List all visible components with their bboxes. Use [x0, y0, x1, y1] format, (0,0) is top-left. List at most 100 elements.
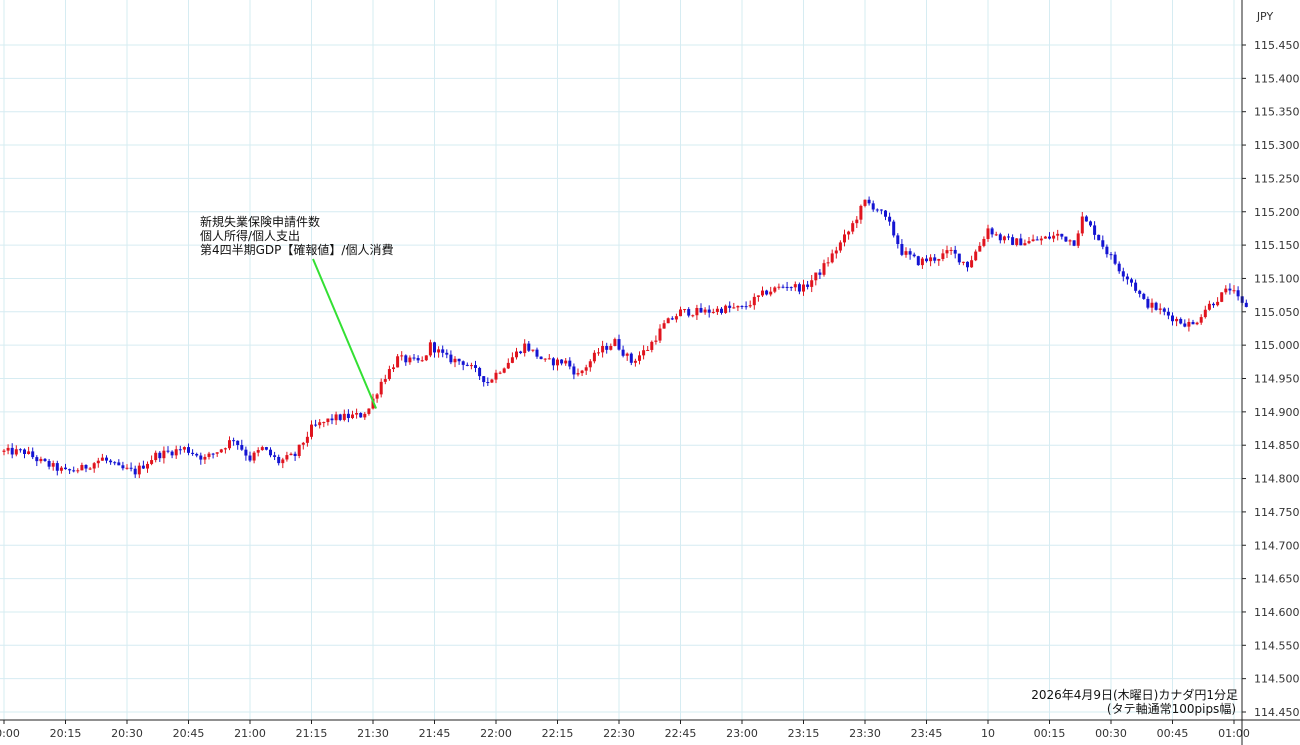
candle-body [174, 449, 178, 456]
y-tick-label: 114.900 [1254, 406, 1300, 419]
candle-body [789, 287, 793, 289]
candle-body [720, 308, 723, 313]
candle-body [1236, 290, 1240, 297]
candle-body [461, 361, 465, 365]
candle-body [441, 349, 445, 353]
annotation-pointer [312, 258, 378, 409]
candle-body [1043, 236, 1047, 239]
candle-body [416, 358, 420, 361]
candle-body [158, 452, 162, 459]
candle-body [863, 199, 867, 206]
x-tick-label: 20:30 [111, 727, 143, 740]
candle-body [810, 280, 814, 287]
candle-body [925, 258, 928, 262]
candle-body [560, 359, 564, 364]
candle-body [1134, 282, 1138, 291]
y-tick-label: 114.600 [1254, 606, 1300, 619]
y-tick-label: 115.150 [1254, 239, 1300, 252]
candle-body [269, 449, 272, 456]
candle-body [1212, 303, 1215, 306]
candle-body [646, 349, 650, 351]
candle-body [88, 468, 92, 470]
candle-body [314, 424, 318, 426]
candle-body [826, 262, 830, 264]
candle-body [137, 465, 141, 475]
candle-body [23, 449, 26, 455]
candle-body [633, 360, 637, 363]
candle-body [383, 379, 387, 382]
candle-body [543, 358, 547, 360]
candle-body [687, 309, 691, 316]
candle-body [1158, 308, 1162, 310]
candle-body [547, 358, 551, 360]
candle-body [859, 205, 863, 220]
candle-body [875, 209, 879, 211]
candle-body [752, 296, 756, 306]
candle-body [1232, 290, 1236, 292]
candle-body [59, 467, 63, 471]
candle-body [519, 351, 523, 354]
y-tick-label: 114.550 [1254, 639, 1300, 652]
candle-body [1203, 309, 1207, 318]
candle-body [568, 360, 572, 367]
candle-body [797, 284, 801, 292]
candle-body [802, 284, 805, 292]
candle-body [506, 362, 510, 369]
candle-body [1039, 238, 1043, 241]
candle-body [715, 308, 719, 312]
candle-body [847, 231, 851, 235]
candle-body [1007, 236, 1010, 238]
candle-body [27, 451, 31, 455]
chart-caption: 2026年4月9日(木曜日)カナダ円1分足 (タテ軸通常100pips幅) [1031, 687, 1238, 716]
candle-body [482, 376, 486, 383]
candle-body [498, 372, 502, 374]
candle-body [14, 449, 18, 455]
candle-body [1072, 240, 1076, 246]
candle-body [318, 422, 322, 426]
candle-body [683, 309, 687, 311]
candle-body [305, 436, 309, 443]
candle-body [264, 447, 268, 450]
candle-body [769, 291, 773, 295]
candle-body [133, 468, 137, 475]
candle-body [285, 455, 289, 460]
candle-body [211, 453, 215, 455]
candle-body [916, 256, 920, 266]
candle-body [420, 360, 424, 362]
candle-body [1125, 276, 1129, 280]
candle-body [494, 372, 498, 380]
candle-body [1113, 254, 1117, 264]
candle-body [703, 309, 707, 313]
candle-body [273, 455, 277, 457]
candle-body [929, 257, 933, 262]
candle-body [666, 318, 670, 324]
candle-body [1080, 216, 1084, 234]
candle-body [486, 382, 490, 384]
candle-body [289, 453, 293, 456]
x-tick-label: 23:15 [788, 727, 820, 740]
candle-body [330, 418, 334, 421]
candle-body [896, 235, 900, 245]
candle-body [215, 452, 219, 454]
candle-body [978, 245, 982, 252]
candle-body [375, 394, 379, 399]
candle-body [765, 290, 769, 295]
candle-body [154, 452, 158, 461]
x-tick-label: 21:45 [419, 727, 451, 740]
candle-body [113, 462, 117, 464]
candle-body [203, 456, 207, 460]
candle-body [953, 249, 957, 254]
candle-body [1171, 315, 1174, 322]
candle-body [1093, 225, 1097, 235]
candle-body [43, 458, 47, 461]
candle-body [39, 458, 43, 462]
candle-body [1052, 235, 1056, 239]
candle-body [256, 450, 260, 453]
candle-body [1138, 290, 1142, 294]
caption-line-1: 2026年4月9日(木曜日)カナダ円1分足 [1031, 687, 1238, 702]
candle-body [109, 460, 113, 463]
candle-body [84, 464, 88, 469]
candle-body [1154, 302, 1158, 310]
x-tick-label: 22:00 [480, 727, 512, 740]
